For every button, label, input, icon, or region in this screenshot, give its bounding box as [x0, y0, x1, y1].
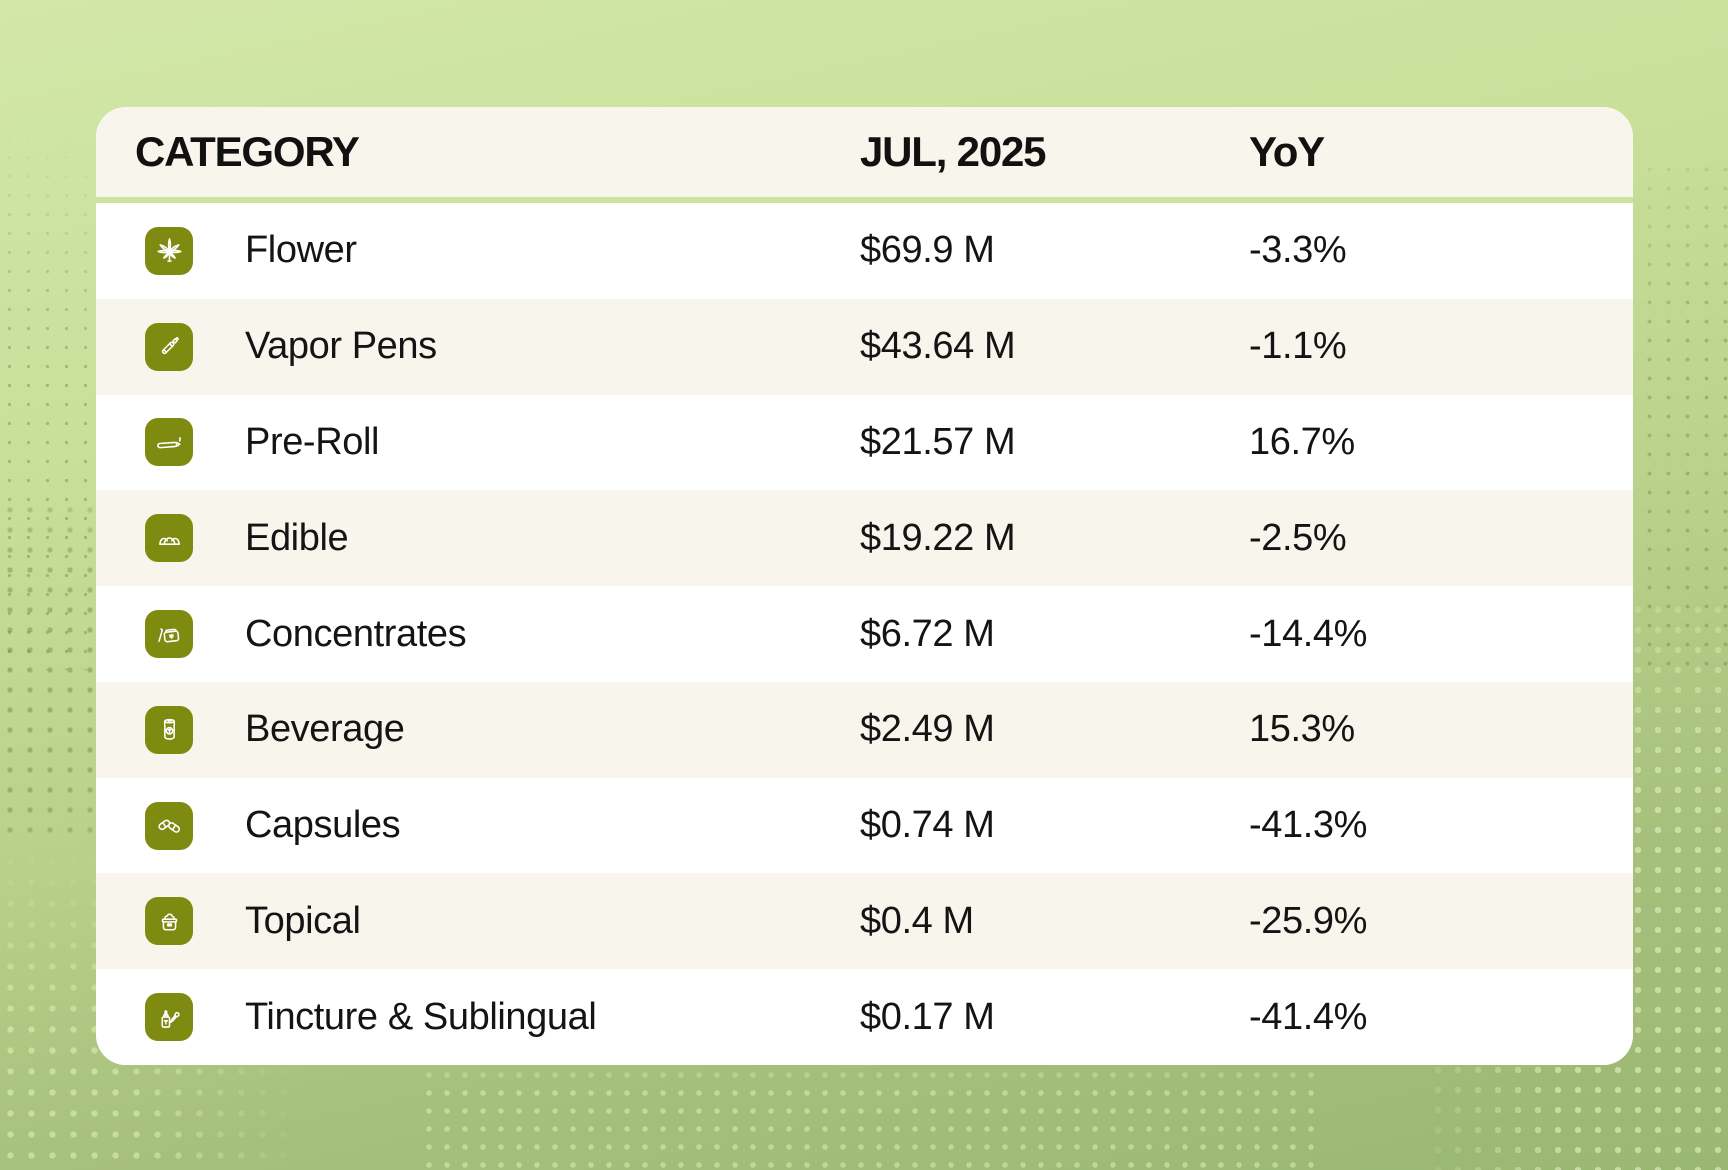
- table-row: Pre-Roll $21.57 M 16.7%: [96, 394, 1633, 491]
- table-row: Flower $69.9 M -3.3%: [96, 203, 1633, 299]
- column-header-yoy: YoY: [1249, 128, 1325, 175]
- yoy-value: 16.7%: [1249, 420, 1355, 463]
- category-label: Concentrates: [245, 612, 467, 655]
- table-row: Tincture & Sublingual $0.17 M -41.4%: [96, 969, 1633, 1065]
- yoy-value: -41.3%: [1249, 804, 1368, 847]
- tincture-bottle-icon: [145, 993, 193, 1042]
- category-cell: Topical: [145, 897, 860, 946]
- beverage-can-icon: [145, 705, 193, 754]
- table-row: Edible $19.22 M -2.5%: [96, 490, 1633, 587]
- category-cell: Concentrates: [145, 610, 860, 659]
- category-cell: Tincture & Sublingual: [145, 993, 860, 1042]
- category-cell: Capsules: [145, 801, 860, 850]
- sales-value: $0.17 M: [860, 995, 995, 1038]
- column-header-category: CATEGORY: [135, 128, 360, 175]
- category-sales-table-card: CATEGORY JUL, 2025 YoY Flower $69.9 M -3…: [96, 107, 1633, 1065]
- yoy-value: -1.1%: [1249, 325, 1347, 368]
- category-cell: Pre-Roll: [145, 418, 860, 467]
- sales-value: $19.22 M: [860, 516, 1016, 559]
- yoy-value: -41.4%: [1249, 995, 1368, 1038]
- table-row: Beverage $2.49 M 15.3%: [96, 681, 1633, 778]
- column-header-period: JUL, 2025: [860, 128, 1047, 175]
- yoy-value: -14.4%: [1249, 612, 1368, 655]
- sales-value: $43.64 M: [860, 325, 1016, 368]
- table-row: Concentrates $6.72 M -14.4%: [96, 586, 1633, 682]
- cannabis-leaf-icon: [145, 226, 193, 275]
- category-cell: Edible: [145, 514, 860, 563]
- sales-value: $2.49 M: [860, 708, 995, 751]
- category-label: Tincture & Sublingual: [245, 995, 597, 1038]
- sales-value: $0.74 M: [860, 804, 995, 847]
- category-label: Vapor Pens: [245, 325, 437, 368]
- sales-value: $69.9 M: [860, 229, 995, 272]
- pre-roll-icon: [145, 418, 193, 467]
- category-label: Beverage: [245, 708, 405, 751]
- capsules-icon: [145, 801, 193, 850]
- yoy-value: -3.3%: [1249, 229, 1347, 272]
- category-label: Topical: [245, 899, 361, 942]
- category-cell: Flower: [145, 226, 860, 275]
- category-label: Capsules: [245, 804, 401, 847]
- sales-value: $6.72 M: [860, 612, 995, 655]
- cream-jar-icon: [145, 897, 193, 946]
- yoy-value: -2.5%: [1249, 516, 1347, 559]
- yoy-value: 15.3%: [1249, 708, 1355, 751]
- table-row: Topical $0.4 M -25.9%: [96, 873, 1633, 970]
- table-header-row: CATEGORY JUL, 2025 YoY: [96, 107, 1633, 197]
- sales-value: $0.4 M: [860, 899, 974, 942]
- category-cell: Beverage: [145, 705, 860, 754]
- table-row: Vapor Pens $43.64 M -1.1%: [96, 298, 1633, 395]
- category-label: Flower: [245, 229, 357, 272]
- concentrate-jar-icon: [145, 610, 193, 659]
- sales-value: $21.57 M: [860, 420, 1016, 463]
- category-label: Edible: [245, 516, 349, 559]
- table-row: Capsules $0.74 M -41.3%: [96, 777, 1633, 874]
- yoy-value: -25.9%: [1249, 899, 1368, 942]
- vapor-pen-icon: [145, 322, 193, 371]
- table-body: Flower $69.9 M -3.3% Vapor Pens $43.64 M…: [96, 203, 1633, 1065]
- gummy-icon: [145, 514, 193, 563]
- category-label: Pre-Roll: [245, 420, 380, 463]
- header-divider-line: [96, 197, 1633, 203]
- category-cell: Vapor Pens: [145, 322, 860, 371]
